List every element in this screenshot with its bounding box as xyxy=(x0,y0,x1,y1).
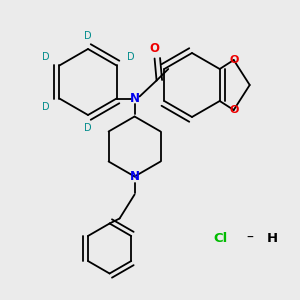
Text: H: H xyxy=(266,232,278,244)
Text: D: D xyxy=(127,52,134,62)
Text: O: O xyxy=(229,55,238,65)
Text: D: D xyxy=(84,123,92,133)
Text: N: N xyxy=(130,92,140,105)
Text: D: D xyxy=(84,31,92,41)
Text: O: O xyxy=(229,105,238,115)
Text: Cl: Cl xyxy=(213,232,227,244)
Text: O: O xyxy=(150,42,160,55)
Text: N: N xyxy=(130,170,140,183)
Text: D: D xyxy=(42,101,49,112)
Text: –: – xyxy=(247,231,254,245)
Text: D: D xyxy=(42,52,49,62)
